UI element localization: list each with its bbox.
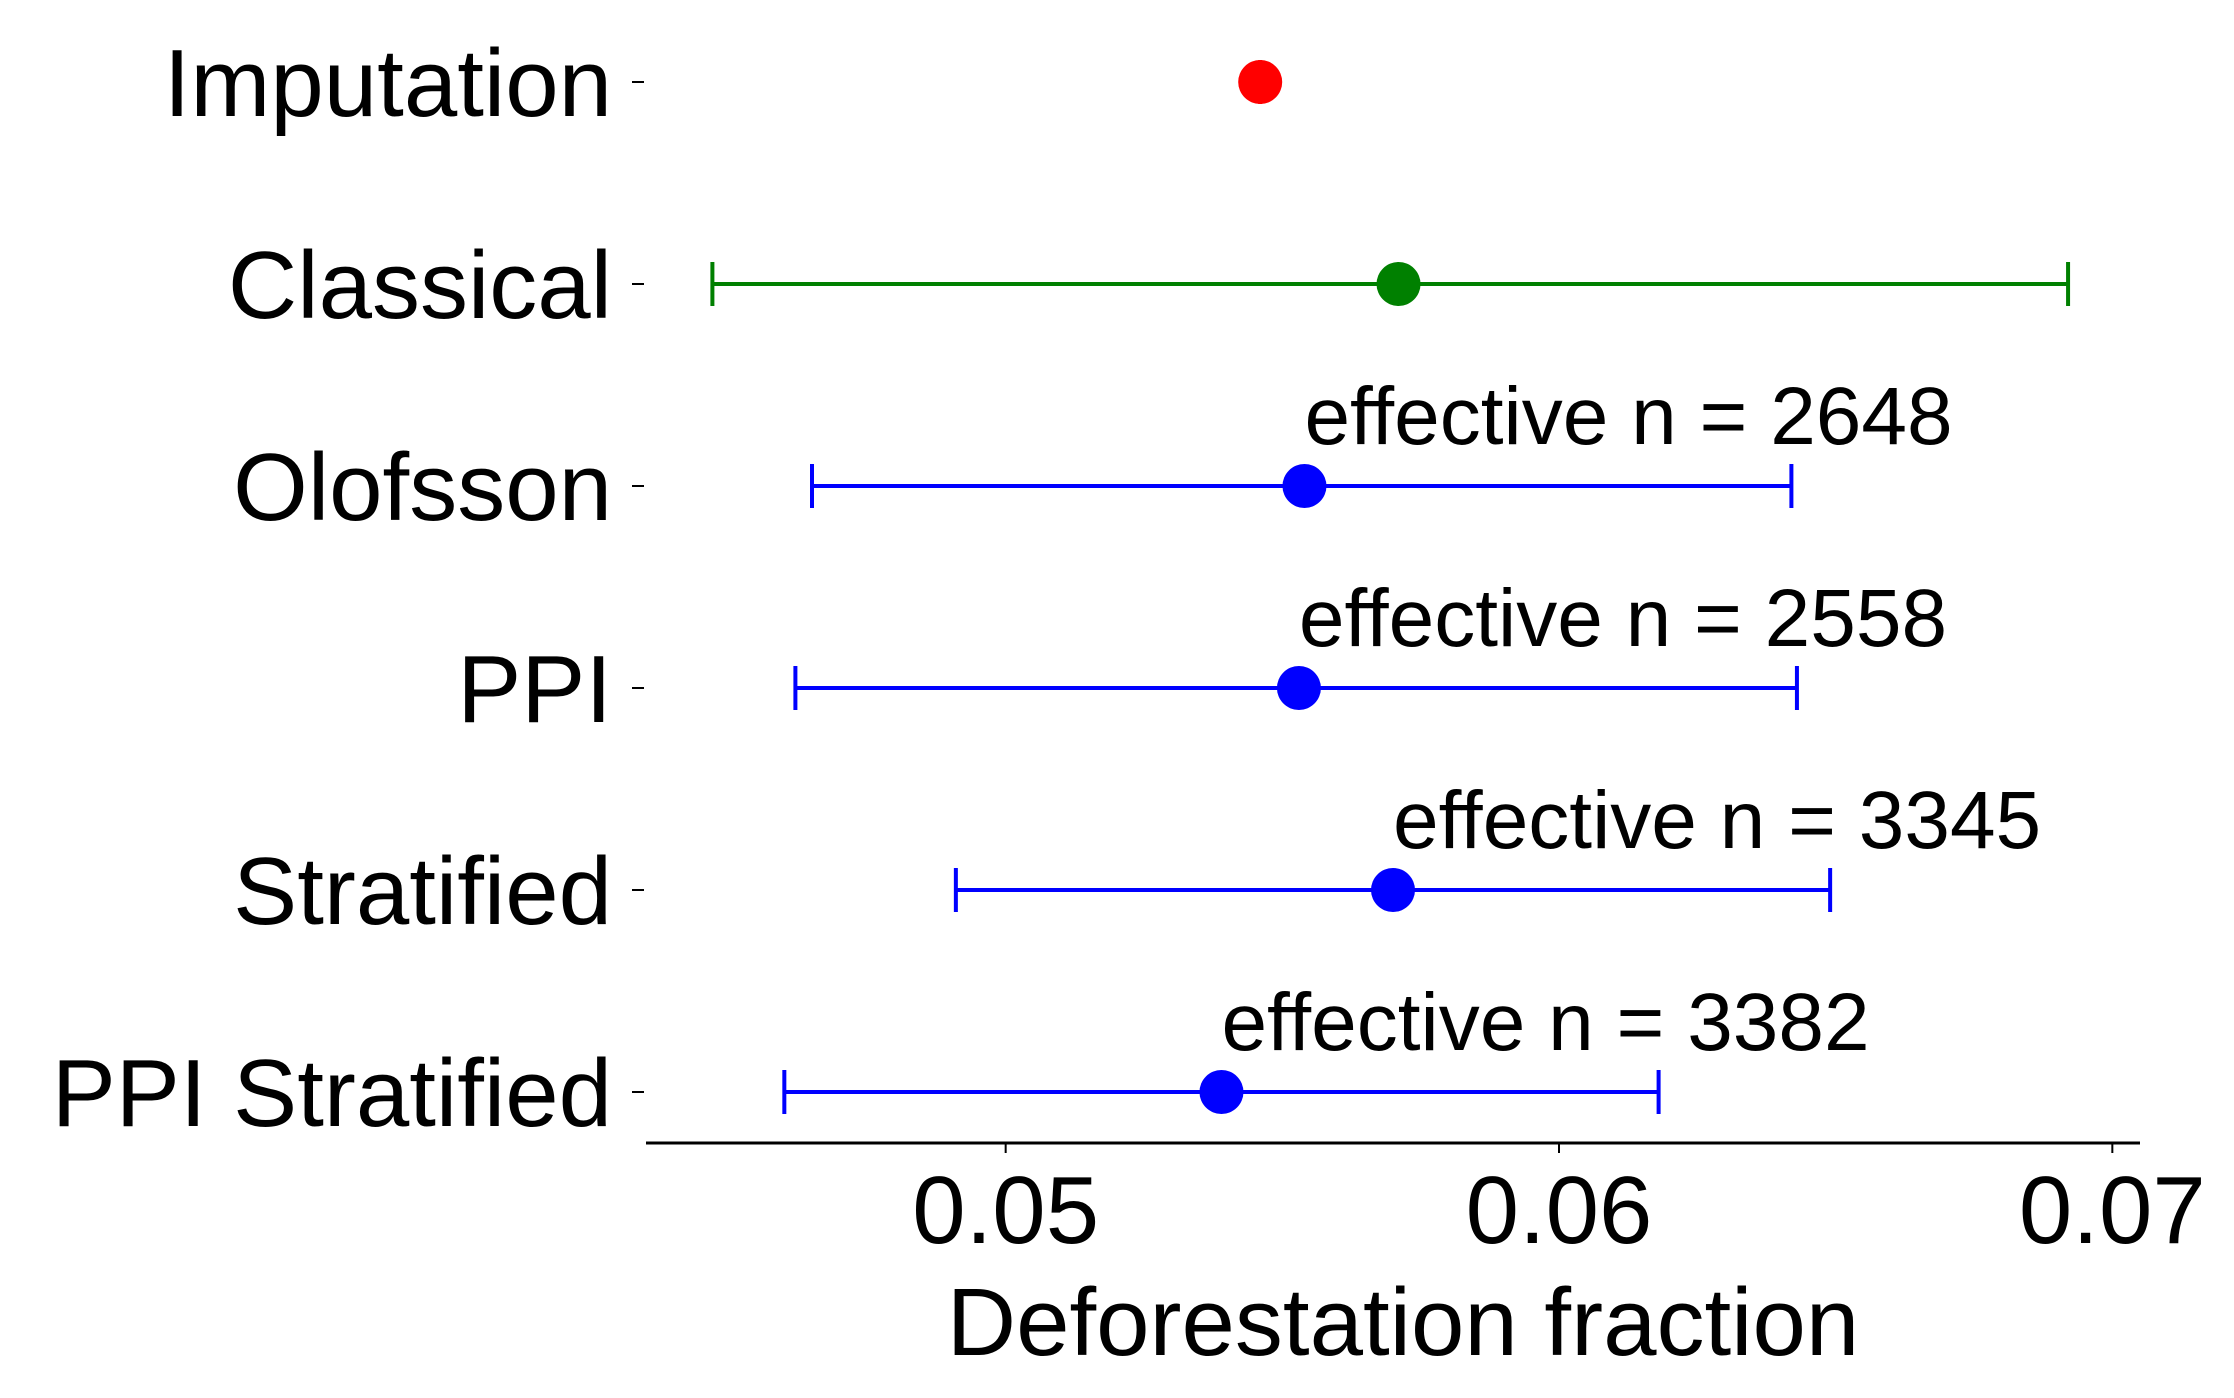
- y-category-label: Imputation: [164, 30, 612, 137]
- effective-n-label: effective n = 3345: [1393, 775, 2041, 866]
- series-marks: [710, 60, 2071, 1114]
- point-estimate: [1238, 60, 1283, 104]
- x-axis-ticks: 0.05 0.06 0.07: [912, 1143, 2206, 1264]
- x-tick-label: 0.06: [1466, 1157, 1653, 1264]
- point-estimate: [1371, 868, 1415, 912]
- y-axis-ticks: [632, 81, 644, 1093]
- effective-n-label: effective n = 3382: [1221, 977, 1869, 1068]
- x-axis-label: Deforestation fraction: [947, 1269, 1859, 1376]
- point-estimate: [1376, 262, 1421, 306]
- x-tick-label: 0.07: [2019, 1157, 2206, 1264]
- point-estimate: [1276, 666, 1321, 710]
- point-estimate: [1199, 1070, 1244, 1114]
- effective-n-label: effective n = 2648: [1304, 371, 1952, 462]
- effective-n-label: effective n = 2558: [1299, 573, 1947, 664]
- x-tick-label: 0.05: [912, 1157, 1099, 1264]
- y-category-label: Stratified: [233, 838, 612, 945]
- point-estimate: [1282, 464, 1327, 508]
- y-category-label: PPI Stratified: [52, 1040, 612, 1147]
- y-category-label: Olofsson: [233, 434, 612, 541]
- y-axis-labels: Imputation Classical Olofsson PPI Stratified…: [52, 30, 612, 1147]
- annotations: effective n = 2648 effective n = 2558 effe…: [1221, 371, 2041, 1068]
- y-category-label: PPI: [457, 636, 612, 743]
- y-category-label: Classical: [228, 232, 612, 339]
